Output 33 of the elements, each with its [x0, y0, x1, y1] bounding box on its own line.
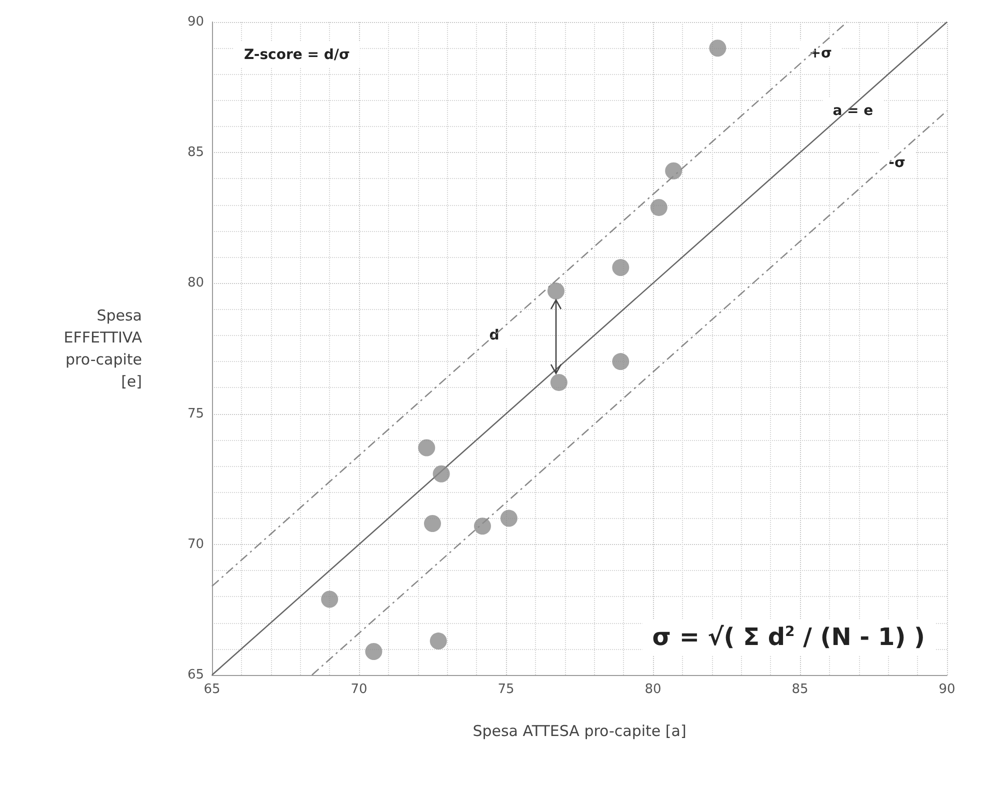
- x-axis-title: Spesa ATTESA pro-capite [a]: [472, 722, 686, 740]
- annotation: -σ: [888, 155, 906, 172]
- annotation: a = e: [832, 102, 874, 119]
- point: [665, 162, 682, 180]
- y-tick-label: 80: [187, 276, 204, 291]
- x-tick-label: 85: [792, 682, 808, 697]
- x-tick-label: 80: [644, 682, 662, 697]
- x-tick-label: 90: [938, 682, 956, 697]
- point: [430, 632, 447, 650]
- point: [612, 353, 630, 370]
- annotation: +σ: [809, 45, 832, 62]
- y-tick-label: 75: [187, 406, 204, 422]
- point: [612, 259, 630, 276]
- y-tick-label: 85: [187, 145, 204, 160]
- point: [474, 518, 491, 535]
- y-axis-title: Spesa EFFETTIVA pro-capite [e]: [64, 306, 143, 390]
- point: [500, 510, 518, 527]
- annotation: Z-score = d/σ: [244, 47, 350, 63]
- y-tick-label: 90: [187, 14, 204, 30]
- point: [418, 439, 436, 456]
- point: [547, 282, 564, 300]
- point: [650, 198, 668, 216]
- x-tick-label: 70: [350, 682, 368, 697]
- point: [550, 374, 568, 391]
- point: [432, 465, 450, 482]
- x-tick-label: 75: [498, 682, 514, 697]
- point: [321, 590, 338, 608]
- x-tick-label: 65: [204, 682, 220, 697]
- y-tick-label: 65: [187, 668, 204, 682]
- y-tick-label: 70: [187, 536, 204, 552]
- point: [709, 40, 726, 57]
- point: [424, 515, 441, 532]
- point: [365, 642, 382, 660]
